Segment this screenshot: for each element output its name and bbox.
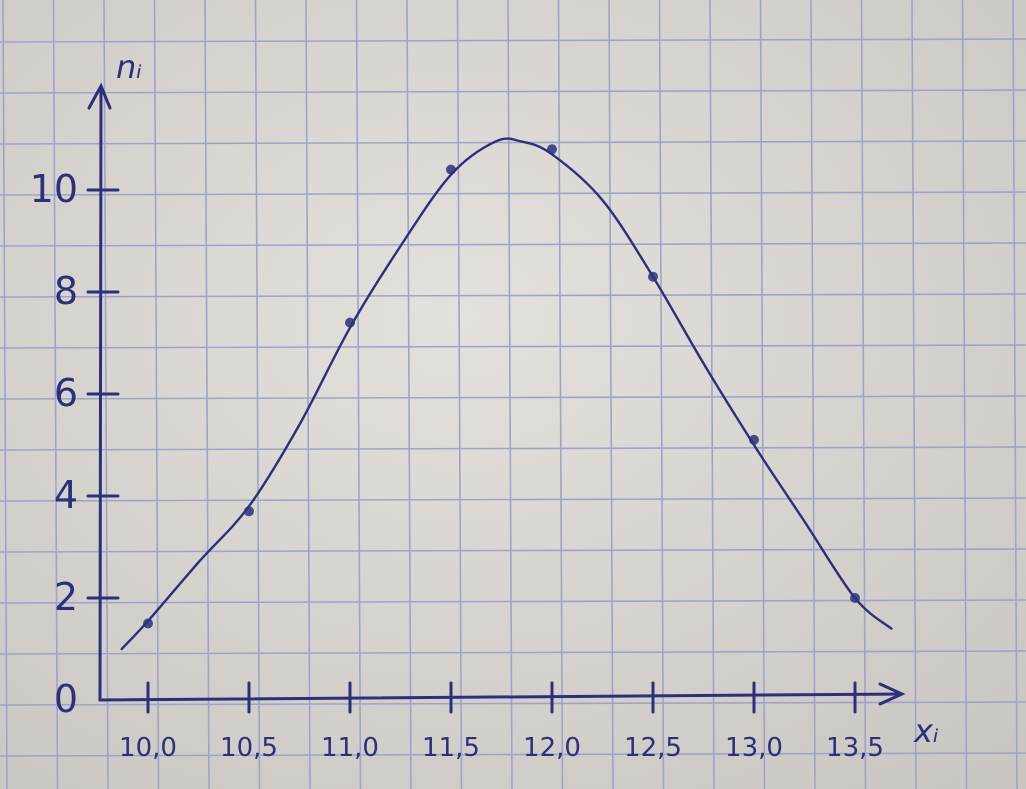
y-axis-ticks: 0 2 4 6 8 10 <box>30 167 120 721</box>
x-tick-label: 10,0 <box>119 733 177 763</box>
data-point <box>547 144 557 155</box>
grid-line-vertical <box>254 0 261 789</box>
data-point <box>244 506 254 517</box>
grid-line-vertical <box>557 0 564 789</box>
grid-line-vertical <box>406 0 412 789</box>
y-axis-arrowhead <box>87 82 112 110</box>
grid-line-vertical <box>2 0 8 789</box>
grid-line-horizontal <box>0 752 1026 757</box>
grid-line-vertical <box>153 0 160 789</box>
grid-line-horizontal <box>0 344 1026 349</box>
grid-line-vertical <box>507 0 513 789</box>
grid-line-horizontal <box>0 89 1026 94</box>
data-point <box>749 434 759 445</box>
grid-line-vertical <box>456 0 463 789</box>
grid-line-vertical <box>204 0 210 789</box>
x-tick-label: 10,5 <box>220 733 278 763</box>
x-tick-label: 12,5 <box>624 733 682 763</box>
x-axis-label: xᵢ <box>913 712 939 750</box>
y-tick-label: 6 <box>54 371 78 415</box>
grid-line-vertical <box>860 0 867 789</box>
points-layer <box>143 144 860 629</box>
y-tick-label: 8 <box>54 269 78 313</box>
grid-line-horizontal <box>0 497 1026 502</box>
grid-line-horizontal <box>0 395 1026 400</box>
grid-line-horizontal <box>0 446 1026 451</box>
curve-layer <box>120 137 893 651</box>
y-tick-label: 0 <box>54 677 78 721</box>
x-tick-label: 11,5 <box>422 733 480 763</box>
y-tick-label: 4 <box>54 473 78 517</box>
data-point <box>143 618 153 629</box>
data-point <box>345 317 355 328</box>
grid-line-horizontal <box>0 140 1026 145</box>
fitted-curve <box>120 137 893 651</box>
x-axis-ticks: 10,0 10,5 11,0 11,5 12,0 12,5 13,0 13,5 <box>119 681 884 763</box>
x-tick-label: 13,0 <box>725 733 783 763</box>
data-point <box>446 164 456 175</box>
y-axis-label: nᵢ <box>116 48 142 86</box>
x-tick-label: 11,0 <box>321 733 379 763</box>
y-tick-label: 10 <box>30 167 78 211</box>
grid-line-vertical <box>658 0 665 789</box>
grid-line-vertical <box>355 0 362 789</box>
x-axis <box>98 692 902 702</box>
grid-line-horizontal <box>0 38 1026 43</box>
grid-line-horizontal <box>0 548 1026 553</box>
data-point <box>850 593 860 603</box>
grid-line-vertical <box>810 0 816 789</box>
grid-line-vertical <box>911 0 917 789</box>
grid-line-vertical <box>305 0 311 789</box>
grid-line-vertical <box>961 0 968 789</box>
x-tick-label: 13,5 <box>826 733 884 763</box>
grid-line-horizontal <box>0 650 1026 655</box>
grid-line-horizontal <box>0 191 1026 196</box>
y-tick-label: 2 <box>54 575 78 619</box>
x-axis-arrowhead <box>878 682 906 706</box>
grid-line-vertical <box>1012 0 1018 789</box>
grid-line-horizontal <box>0 293 1026 298</box>
data-point <box>648 271 658 282</box>
grid-line-horizontal <box>0 242 1026 247</box>
grid-line-vertical <box>608 0 614 789</box>
grid-line-vertical <box>52 0 59 789</box>
grid-line-vertical <box>759 0 766 789</box>
grid-line-vertical <box>709 0 715 789</box>
x-tick-label: 12,0 <box>523 733 581 763</box>
